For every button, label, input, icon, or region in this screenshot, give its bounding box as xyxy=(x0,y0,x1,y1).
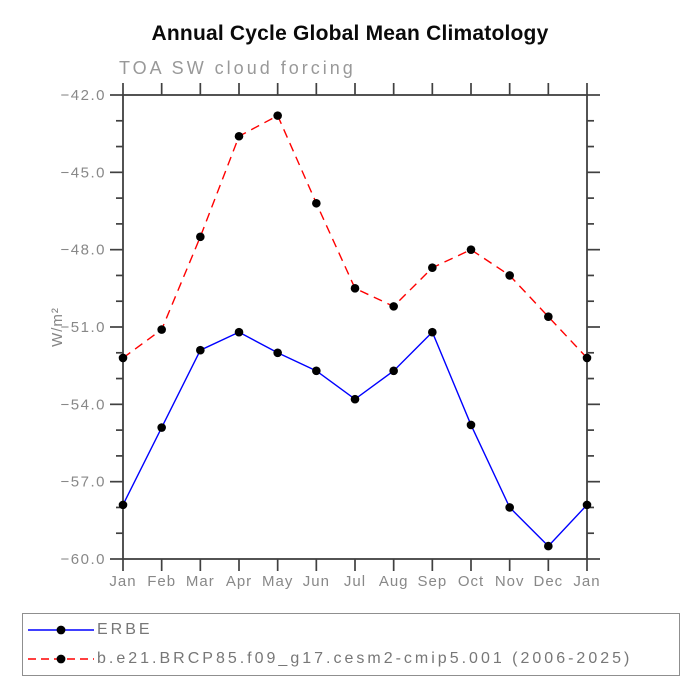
svg-text:Sep: Sep xyxy=(417,573,447,590)
svg-text:Jan: Jan xyxy=(109,573,136,590)
legend-label-erbe: ERBE xyxy=(97,620,153,638)
chart-subtitle: TOA SW cloud forcing xyxy=(119,58,356,78)
series-line-0 xyxy=(122,330,588,548)
erbe-sample-marker-icon xyxy=(56,625,66,635)
svg-text:May: May xyxy=(262,573,293,590)
svg-text:Feb: Feb xyxy=(147,573,176,590)
svg-text:Oct: Oct xyxy=(458,573,484,590)
svg-text:−42.0: −42.0 xyxy=(61,87,106,104)
svg-text:Jan: Jan xyxy=(573,573,600,590)
svg-text:−48.0: −48.0 xyxy=(61,242,106,259)
legend-label-model: b.e21.BRCP85.f09_g17.cesm2-cmip5.001 (20… xyxy=(97,650,633,668)
series-line-1 xyxy=(122,114,588,359)
axis-labels: Jan Feb Mar Apr May Jun Jul Aug Sep Oct Nov Dec Jan−… xyxy=(49,87,600,590)
axes xyxy=(110,83,600,571)
legend-item-model: b.e21.BRCP85.f09_g17.cesm2-cmip5.001 (20… xyxy=(27,645,679,673)
svg-text:Aug: Aug xyxy=(379,573,409,590)
plot-canvas: Jan Feb Mar Apr May Jun Jul Aug Sep Oct Nov Dec Jan−… xyxy=(49,83,600,590)
svg-text:−57.0: −57.0 xyxy=(61,474,106,491)
model-sample-marker-icon xyxy=(56,654,66,664)
erbe-line-sample xyxy=(28,625,94,635)
legend-item-erbe: ERBE xyxy=(27,616,679,644)
svg-text:Mar: Mar xyxy=(186,573,215,590)
svg-text:Dec: Dec xyxy=(533,573,563,590)
legend-box: ERBE b.e21.BRCP85.f09_g17.cesm2-cmip5.00… xyxy=(22,613,680,676)
svg-text:−51.0: −51.0 xyxy=(61,319,106,336)
svg-text:Apr: Apr xyxy=(226,573,252,590)
svg-text:−45.0: −45.0 xyxy=(61,164,106,181)
chart-title: Annual Cycle Global Mean Climatology xyxy=(151,22,549,45)
y-axis-title: W/m² xyxy=(49,307,66,347)
svg-text:Jul: Jul xyxy=(344,573,366,590)
model-line-sample xyxy=(28,654,94,664)
svg-text:Nov: Nov xyxy=(495,573,525,590)
svg-text:Jun: Jun xyxy=(303,573,330,590)
svg-text:−60.0: −60.0 xyxy=(61,551,106,568)
svg-text:−54.0: −54.0 xyxy=(61,396,106,413)
series-lines xyxy=(122,114,588,548)
series-markers xyxy=(118,111,592,551)
